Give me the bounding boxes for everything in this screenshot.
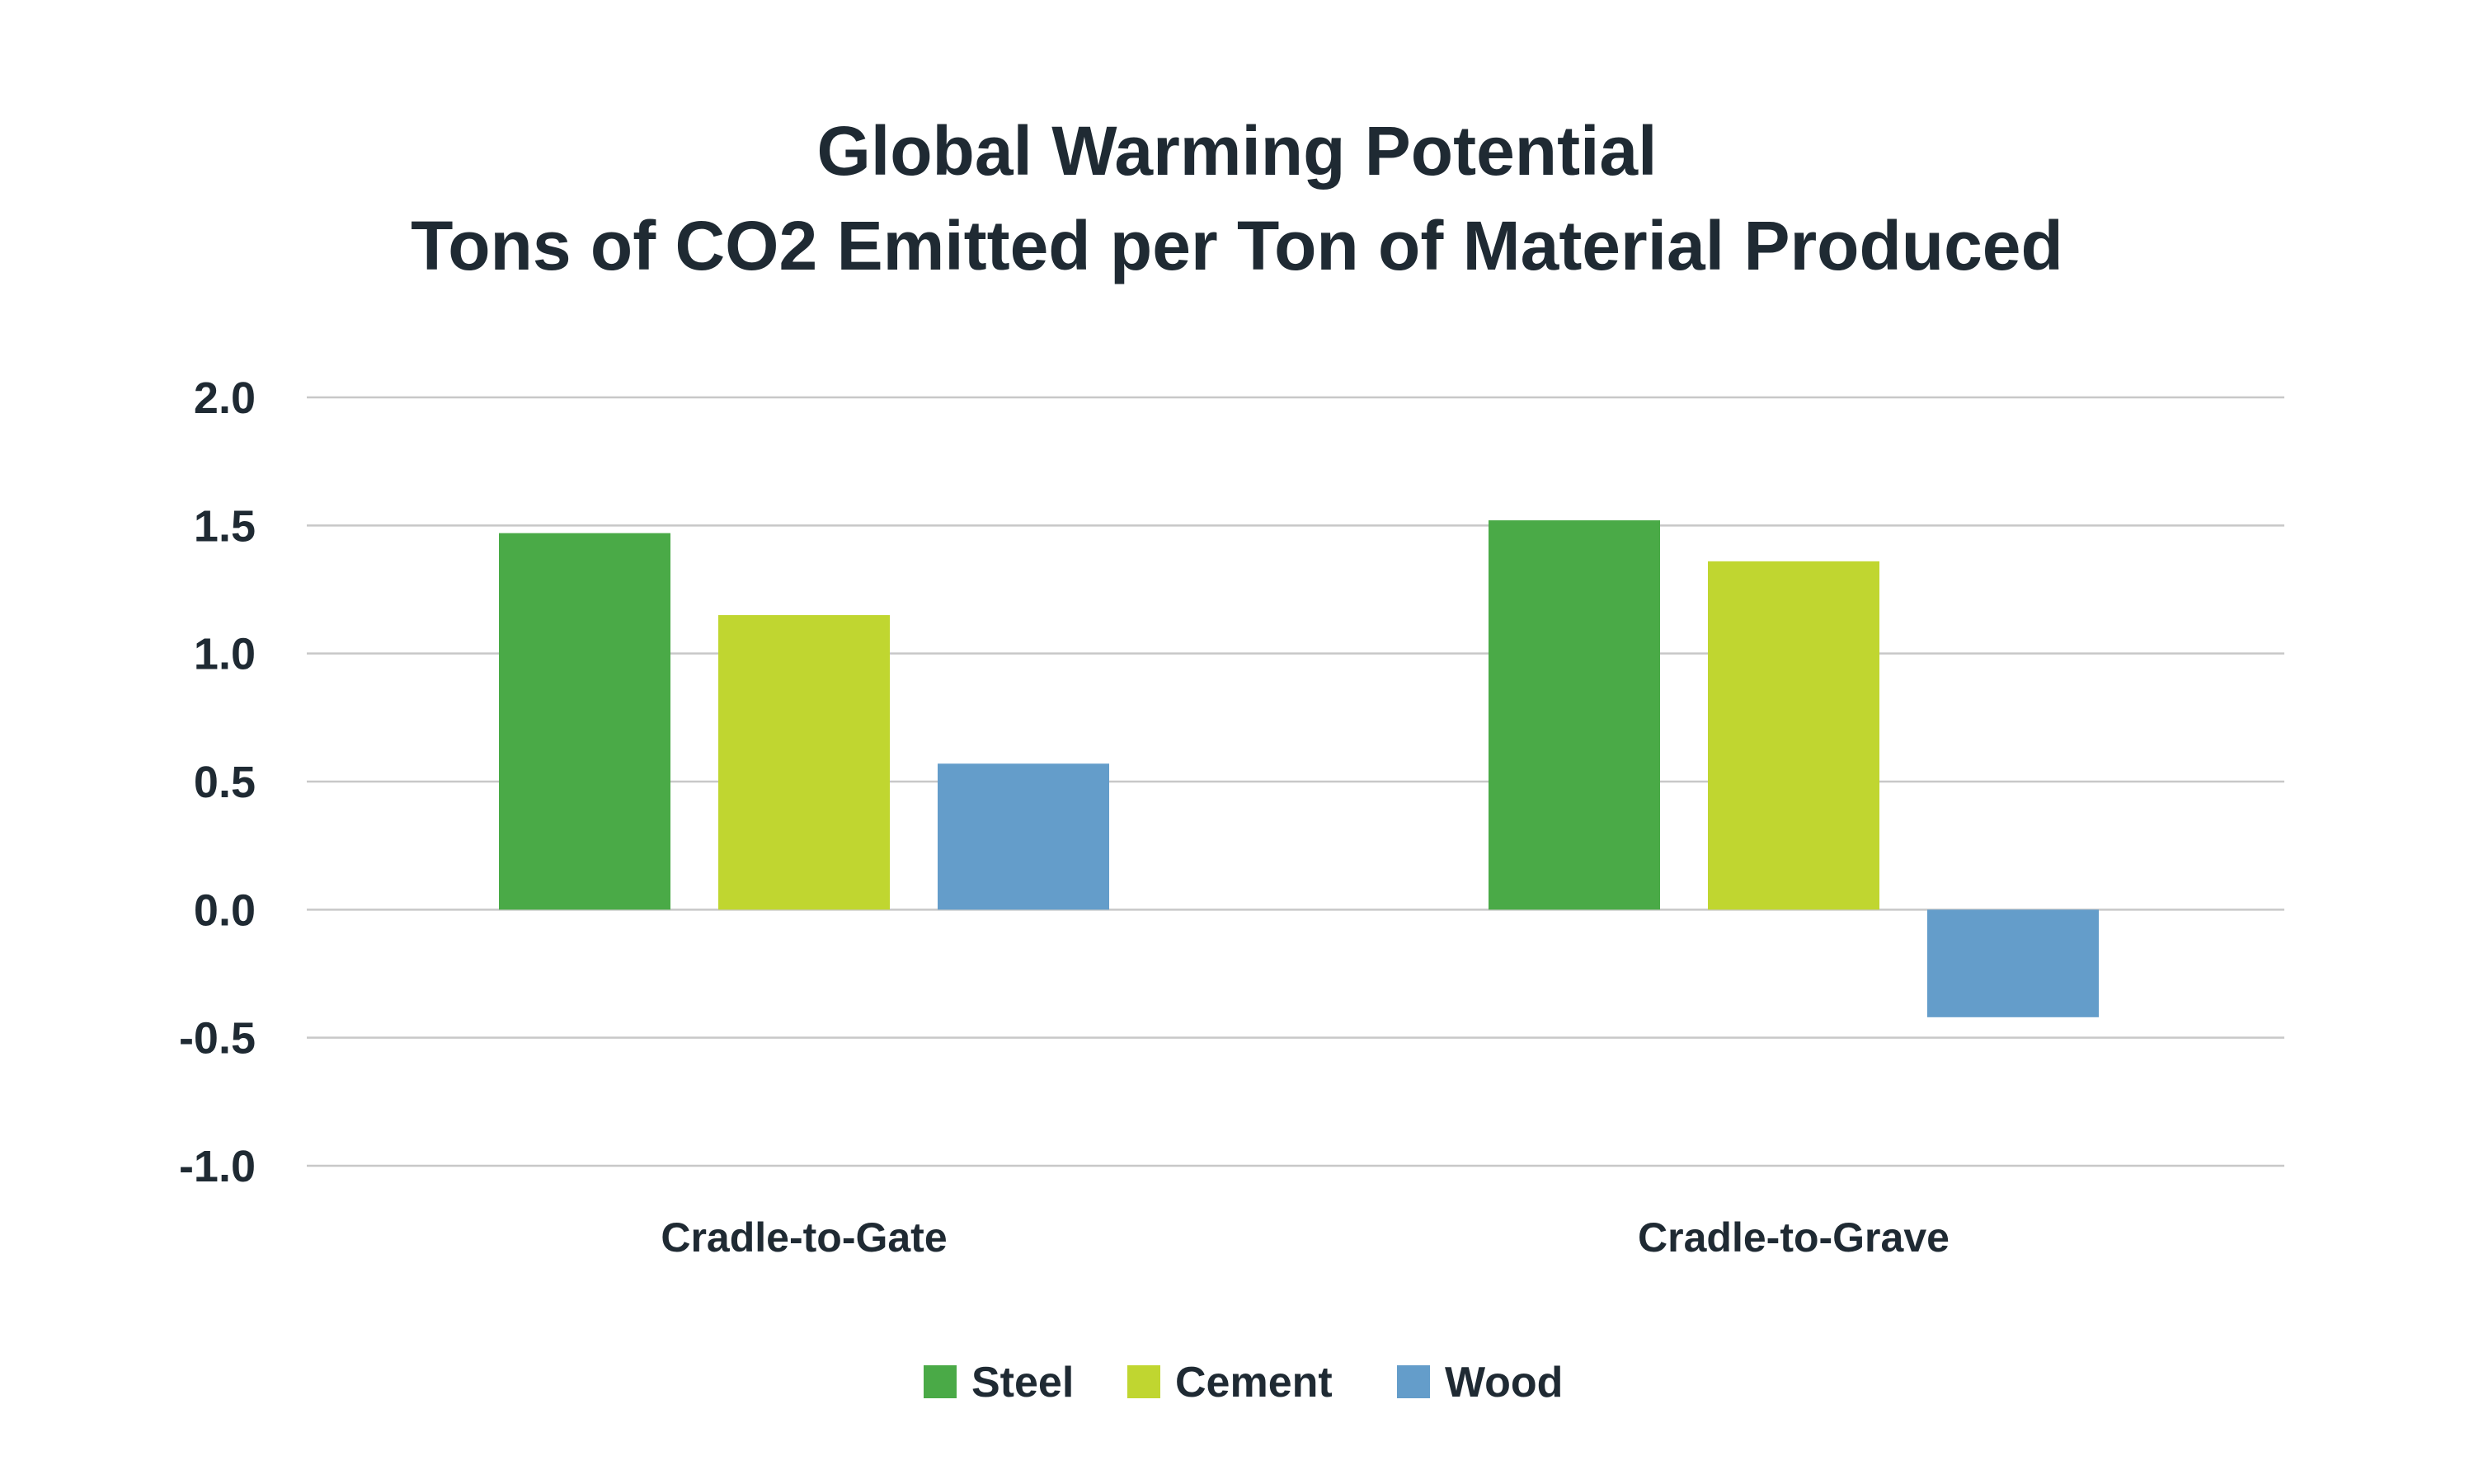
y-tick-label: -0.5 bbox=[179, 1014, 256, 1064]
bar-cement-0 bbox=[718, 615, 890, 910]
bar-steel-1 bbox=[1489, 520, 1660, 910]
legend-label: Cement bbox=[1175, 1359, 1333, 1407]
bars bbox=[499, 520, 2099, 1017]
legend-label: Wood bbox=[1445, 1359, 1563, 1407]
chart-title: Global Warming Potential bbox=[817, 112, 1658, 190]
legend-label: Steel bbox=[971, 1359, 1074, 1407]
y-tick-label: 0.5 bbox=[194, 758, 256, 807]
chart-subtitle: Tons of CO2 Emitted per Ton of Material … bbox=[411, 207, 2063, 284]
y-tick-label: -1.0 bbox=[179, 1142, 256, 1191]
legend-swatch bbox=[1397, 1365, 1430, 1398]
y-tick-label: 2.0 bbox=[194, 373, 256, 423]
legend-swatch bbox=[924, 1365, 957, 1398]
x-axis-category-labels: Cradle-to-Gate Cradle-to-Grave bbox=[661, 1214, 1950, 1261]
legend-swatch bbox=[1127, 1365, 1160, 1398]
y-axis-tick-labels: 2.0 1.5 1.0 0.5 0.0 -0.5 -1.0 bbox=[179, 373, 256, 1191]
x-category-label: Cradle-to-Gate bbox=[661, 1214, 947, 1261]
legend: Steel Cement Wood bbox=[924, 1359, 1563, 1407]
chart-title-group: Global Warming Potential Tons of CO2 Emi… bbox=[411, 112, 2063, 284]
bar-steel-0 bbox=[499, 533, 670, 910]
y-tick-label: 0.0 bbox=[194, 885, 256, 935]
legend-item-steel: Steel bbox=[924, 1359, 1074, 1407]
bar-wood-0 bbox=[938, 763, 1109, 910]
y-tick-label: 1.5 bbox=[194, 501, 256, 551]
legend-item-wood: Wood bbox=[1397, 1359, 1563, 1407]
legend-item-cement: Cement bbox=[1127, 1359, 1333, 1407]
bar-wood-1 bbox=[1927, 909, 2099, 1017]
y-tick-label: 1.0 bbox=[194, 630, 256, 679]
x-category-label: Cradle-to-Grave bbox=[1638, 1214, 1950, 1261]
bar-cement-1 bbox=[1708, 561, 1879, 910]
